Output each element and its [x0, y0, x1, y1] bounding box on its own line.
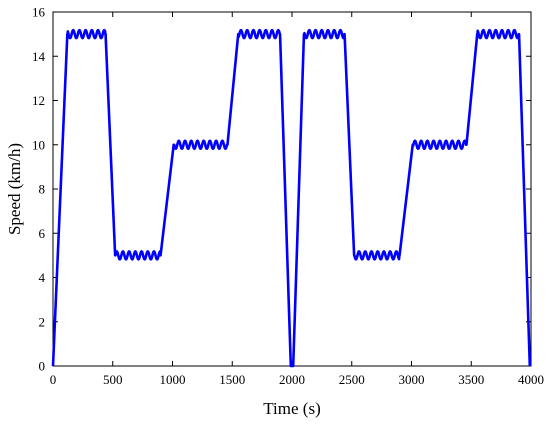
y-tick-label: 14 [32, 49, 46, 64]
x-tick-label: 1000 [160, 372, 186, 387]
y-axis-title: Speed (km/h) [5, 143, 24, 235]
y-tick-label: 0 [39, 359, 46, 374]
x-tick-label: 4000 [518, 372, 544, 387]
x-tick-label: 2000 [279, 372, 305, 387]
speed-series-line [51, 28, 532, 368]
x-tick-label: 3500 [458, 372, 484, 387]
y-tick-label: 16 [32, 5, 46, 20]
x-tick-label: 0 [50, 372, 57, 387]
x-tick-label: 500 [103, 372, 123, 387]
x-axis-title: Time (s) [263, 399, 320, 418]
y-tick-label: 4 [39, 270, 46, 285]
x-tick-label: 2500 [339, 372, 365, 387]
x-axis-ticks: 0 500 1000 1500 2000 2500 3000 3500 4000 [50, 12, 544, 387]
y-tick-label: 2 [39, 314, 46, 329]
plot-frame [52, 11, 532, 367]
y-axis-ticks: 0 2 4 6 8 10 12 14 16 [32, 5, 531, 374]
series-layer [51, 28, 532, 368]
y-tick-label: 12 [32, 93, 45, 108]
x-tick-label: 3000 [399, 372, 425, 387]
y-tick-label: 6 [39, 226, 46, 241]
y-tick-label: 8 [39, 182, 46, 197]
y-tick-label: 10 [32, 137, 45, 152]
x-tick-label: 1500 [219, 372, 245, 387]
